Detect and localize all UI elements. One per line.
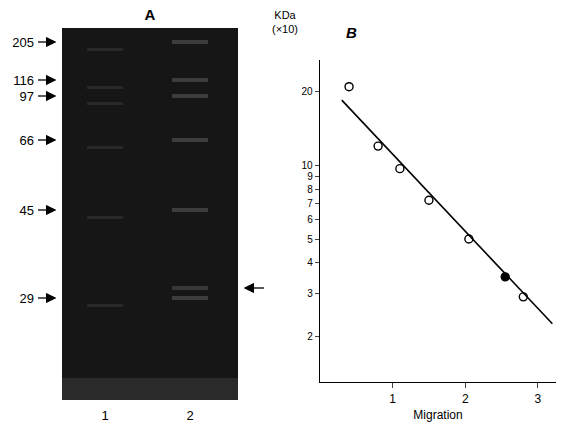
- svg-text:B: B: [346, 24, 357, 41]
- svg-text:116: 116: [13, 73, 34, 88]
- svg-text:A: A: [145, 6, 156, 23]
- svg-text:20: 20: [302, 86, 314, 97]
- svg-text:9: 9: [307, 171, 313, 182]
- svg-text:7: 7: [307, 198, 313, 209]
- svg-text:3: 3: [535, 392, 542, 406]
- svg-text:8: 8: [307, 184, 313, 195]
- svg-text:205: 205: [12, 35, 34, 50]
- svg-text:5: 5: [307, 234, 313, 245]
- svg-text:10: 10: [302, 160, 314, 171]
- svg-text:45: 45: [20, 203, 34, 218]
- svg-text:1: 1: [389, 392, 396, 406]
- svg-text:66: 66: [20, 133, 34, 148]
- svg-text:4: 4: [307, 257, 313, 268]
- svg-text:Migration: Migration: [413, 408, 462, 422]
- svg-text:29: 29: [20, 291, 34, 306]
- svg-text:2: 2: [307, 331, 313, 342]
- svg-text:2: 2: [462, 392, 469, 406]
- svg-text:KDa(×10): KDa(×10): [272, 9, 298, 35]
- svg-text:2: 2: [186, 408, 193, 423]
- svg-text:97: 97: [20, 89, 34, 104]
- svg-text:1: 1: [101, 408, 108, 423]
- svg-text:6: 6: [307, 214, 313, 225]
- svg-text:3: 3: [307, 288, 313, 299]
